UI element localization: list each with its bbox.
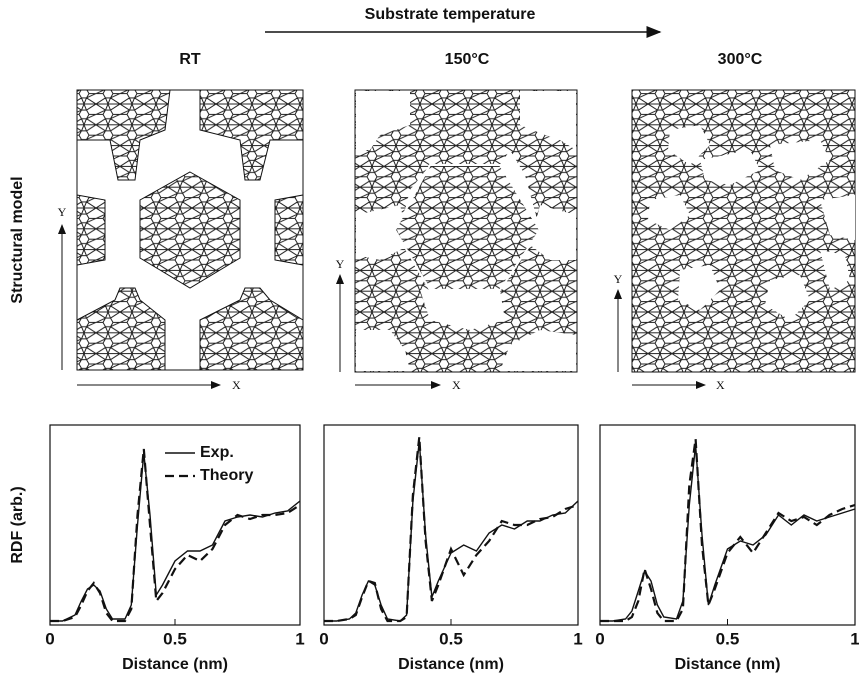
rdf-line: [50, 449, 300, 621]
x-axis-label: Distance (nm): [398, 656, 504, 673]
x-tick-label: 1: [573, 629, 582, 648]
axis-label: X: [716, 378, 725, 392]
rdf-line: [324, 441, 578, 621]
page: Substrate temperature RT 150°C 300°C Str…: [0, 0, 859, 683]
header-title: Substrate temperature: [365, 6, 536, 23]
rdf-line: [50, 453, 300, 621]
column-title: 150°C: [445, 51, 490, 68]
x-tick-label: 0.5: [716, 629, 740, 648]
axis-label: X: [452, 378, 461, 392]
x-tick-label: 1: [850, 629, 859, 648]
y-axis-label: RDF (arb.): [9, 486, 26, 563]
plot-frame: [50, 425, 300, 625]
x-tick-label: 0: [319, 629, 328, 648]
legend-label: Exp.: [200, 444, 234, 461]
structure-panel: [632, 90, 855, 372]
x-axis-label: Distance (nm): [122, 656, 228, 673]
structure-panel: [77, 90, 303, 370]
axis-label: Y: [58, 205, 67, 219]
x-tick-label: 0: [595, 629, 604, 648]
x-tick-label: 0: [45, 629, 54, 648]
axis-label: Y: [614, 272, 623, 286]
x-tick-label: 0.5: [163, 629, 187, 648]
rdf-line: [600, 439, 855, 621]
figure: Substrate temperature RT 150°C 300°C Str…: [0, 0, 859, 683]
structure-panel: [355, 90, 577, 372]
rdf-line: [600, 445, 855, 621]
axis-label: X: [232, 378, 241, 392]
x-tick-label: 1: [295, 629, 304, 648]
x-axis-label: Distance (nm): [675, 656, 781, 673]
column-title: 300°C: [718, 51, 763, 68]
row-label: Structural model: [9, 176, 26, 303]
x-tick-label: 0.5: [439, 629, 463, 648]
column-title: RT: [179, 51, 201, 68]
legend-label: Theory: [200, 467, 253, 484]
axis-label: Y: [336, 257, 345, 271]
